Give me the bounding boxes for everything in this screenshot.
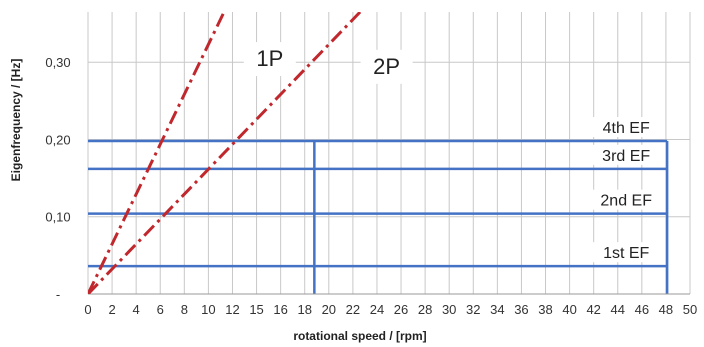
x-tick-label: 50	[683, 302, 697, 317]
ef-label: 1st EF	[603, 245, 649, 262]
ef-label-background	[592, 144, 661, 165]
x-tick-label: 24	[370, 302, 384, 317]
x-tick-label: 46	[635, 302, 649, 317]
series-label-background	[243, 42, 296, 77]
series-line-2p	[88, 12, 362, 294]
ef-label-background	[592, 189, 661, 210]
y-tick-label: -	[56, 287, 60, 302]
series-label: 1P	[256, 46, 283, 71]
x-tick-label: 40	[562, 302, 576, 317]
x-tick-label: 2	[108, 302, 115, 317]
x-tick-label: 48	[659, 302, 673, 317]
ef-label: 4th EF	[603, 120, 650, 137]
series-label-background	[360, 49, 413, 84]
series-line-1p	[88, 12, 226, 294]
x-tick-label: 34	[490, 302, 504, 317]
ef-label: 2nd EF	[600, 193, 652, 210]
x-tick-label: 4	[133, 302, 140, 317]
x-tick-label: 36	[514, 302, 528, 317]
y-tick-label: 0,20	[45, 132, 70, 147]
x-tick-label: 20	[322, 302, 336, 317]
series-label: 2P	[373, 54, 400, 79]
x-tick-label: 8	[181, 302, 188, 317]
x-tick-label: 44	[611, 302, 625, 317]
x-tick-label: 15	[249, 302, 263, 317]
ef-label: 3rd EF	[602, 148, 650, 165]
x-tick-label: 16	[273, 302, 287, 317]
x-tick-label: 42	[586, 302, 600, 317]
x-tick-label: 6	[157, 302, 164, 317]
x-tick-label: 28	[418, 302, 432, 317]
x-tick-label: 30	[442, 302, 456, 317]
y-axis-title: Eigenfrequency / [Hz]	[9, 59, 23, 182]
x-tick-label: 12	[225, 302, 239, 317]
x-axis-title: rotational speed / [rpm]	[293, 329, 426, 343]
x-tick-label: 0	[84, 302, 91, 317]
x-tick-label: 18	[297, 302, 311, 317]
x-tick-label: 10	[201, 302, 215, 317]
x-tick-label: 38	[538, 302, 552, 317]
ef-label-background	[592, 117, 661, 138]
x-tick-label: 32	[466, 302, 480, 317]
ef-label-background	[592, 242, 661, 263]
x-tick-label: 26	[394, 302, 408, 317]
y-tick-label: 0,30	[45, 55, 70, 70]
x-tick-label: 22	[346, 302, 360, 317]
y-tick-label: 0,10	[45, 210, 70, 225]
